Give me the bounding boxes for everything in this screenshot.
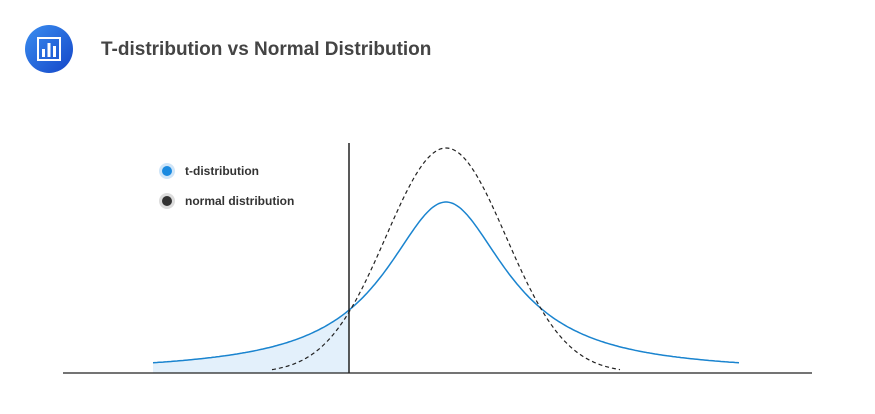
normal-curve bbox=[271, 147, 621, 371]
icon-bar bbox=[47, 43, 51, 57]
t-curve bbox=[152, 201, 740, 364]
title: T-distribution vs Normal Distribution bbox=[101, 39, 431, 60]
icon-bar bbox=[53, 46, 56, 57]
icon-frame bbox=[37, 37, 61, 61]
legend-dot bbox=[159, 163, 175, 179]
header-icon bbox=[25, 25, 73, 73]
shaded-tail bbox=[153, 310, 349, 373]
legend-label: normal distribution bbox=[185, 194, 294, 208]
legend-dot bbox=[159, 193, 175, 209]
legend-label: t-distribution bbox=[185, 164, 259, 178]
icon-bar bbox=[42, 49, 45, 57]
